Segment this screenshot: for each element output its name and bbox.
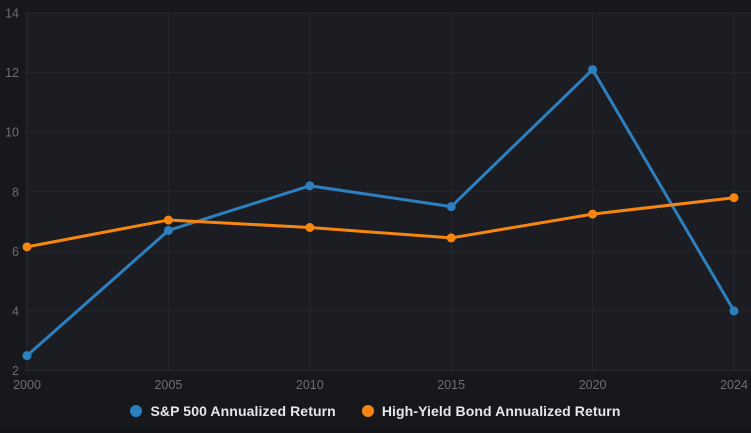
data-point-1-2015[interactable] <box>446 233 456 243</box>
x-tick-label: 2000 <box>13 378 41 392</box>
data-point-1-2010[interactable] <box>305 223 315 232</box>
data-point-1-2020[interactable] <box>588 209 598 219</box>
x-tick-label: 2015 <box>437 378 465 392</box>
data-point-1-2005[interactable] <box>163 215 173 225</box>
data-point-1-2024[interactable] <box>729 193 739 203</box>
data-point-0-2005[interactable] <box>163 225 173 235</box>
data-point-0-2010[interactable] <box>305 181 315 191</box>
data-point-0-2015[interactable] <box>446 202 456 212</box>
y-tick-label: 8 <box>12 185 19 199</box>
y-tick-label: 12 <box>5 66 19 80</box>
x-tick-label: 2020 <box>579 378 607 392</box>
x-tick-label: 2010 <box>296 378 324 392</box>
chart-legend: S&P 500 Annualized Return High-Yield Bon… <box>0 403 751 419</box>
data-point-0-2020[interactable] <box>588 65 598 75</box>
legend-item-sp500[interactable]: S&P 500 Annualized Return <box>130 403 336 419</box>
legend-marker-high-yield-bond-icon <box>361 405 374 417</box>
series-line-1 <box>25 196 736 249</box>
y-tick-label: 6 <box>12 245 19 259</box>
y-tick-label: 4 <box>12 304 19 318</box>
legend-label-high-yield-bond: High-Yield Bond Annualized Return <box>381 403 621 419</box>
series-line-0 <box>25 68 736 358</box>
plot-area: 2 4 6 8 10 12 14 2000 2005 2010 2015 2020 2024 <box>5 6 748 392</box>
data-point-0-2024[interactable] <box>729 306 739 316</box>
y-tick-label: 2 <box>12 364 19 378</box>
y-tick-label: 14 <box>5 7 19 21</box>
x-tick-label: 2005 <box>154 378 182 392</box>
data-point-0-2000[interactable] <box>22 351 32 361</box>
legend-item-high-yield-bond[interactable]: High-Yield Bond Annualized Return <box>361 403 621 419</box>
legend-marker-sp500-icon <box>130 405 143 417</box>
legend-label-sp500: S&P 500 Annualized Return <box>150 403 336 419</box>
y-tick-label: 10 <box>5 126 19 140</box>
bottom-edge-strip <box>0 427 751 433</box>
x-tick-label: 2024 <box>720 378 748 392</box>
data-point-1-2000[interactable] <box>22 242 32 252</box>
